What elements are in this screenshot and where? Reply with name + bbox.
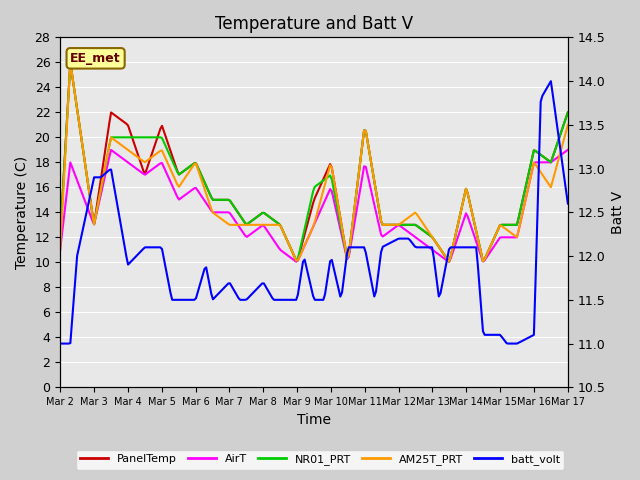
Text: EE_met: EE_met xyxy=(70,52,121,65)
X-axis label: Time: Time xyxy=(297,413,331,427)
Title: Temperature and Batt V: Temperature and Batt V xyxy=(215,15,413,33)
Y-axis label: Temperature (C): Temperature (C) xyxy=(15,156,29,269)
Legend: PanelTemp, AirT, NR01_PRT, AM25T_PRT, batt_volt: PanelTemp, AirT, NR01_PRT, AM25T_PRT, ba… xyxy=(76,450,564,469)
Y-axis label: Batt V: Batt V xyxy=(611,191,625,234)
